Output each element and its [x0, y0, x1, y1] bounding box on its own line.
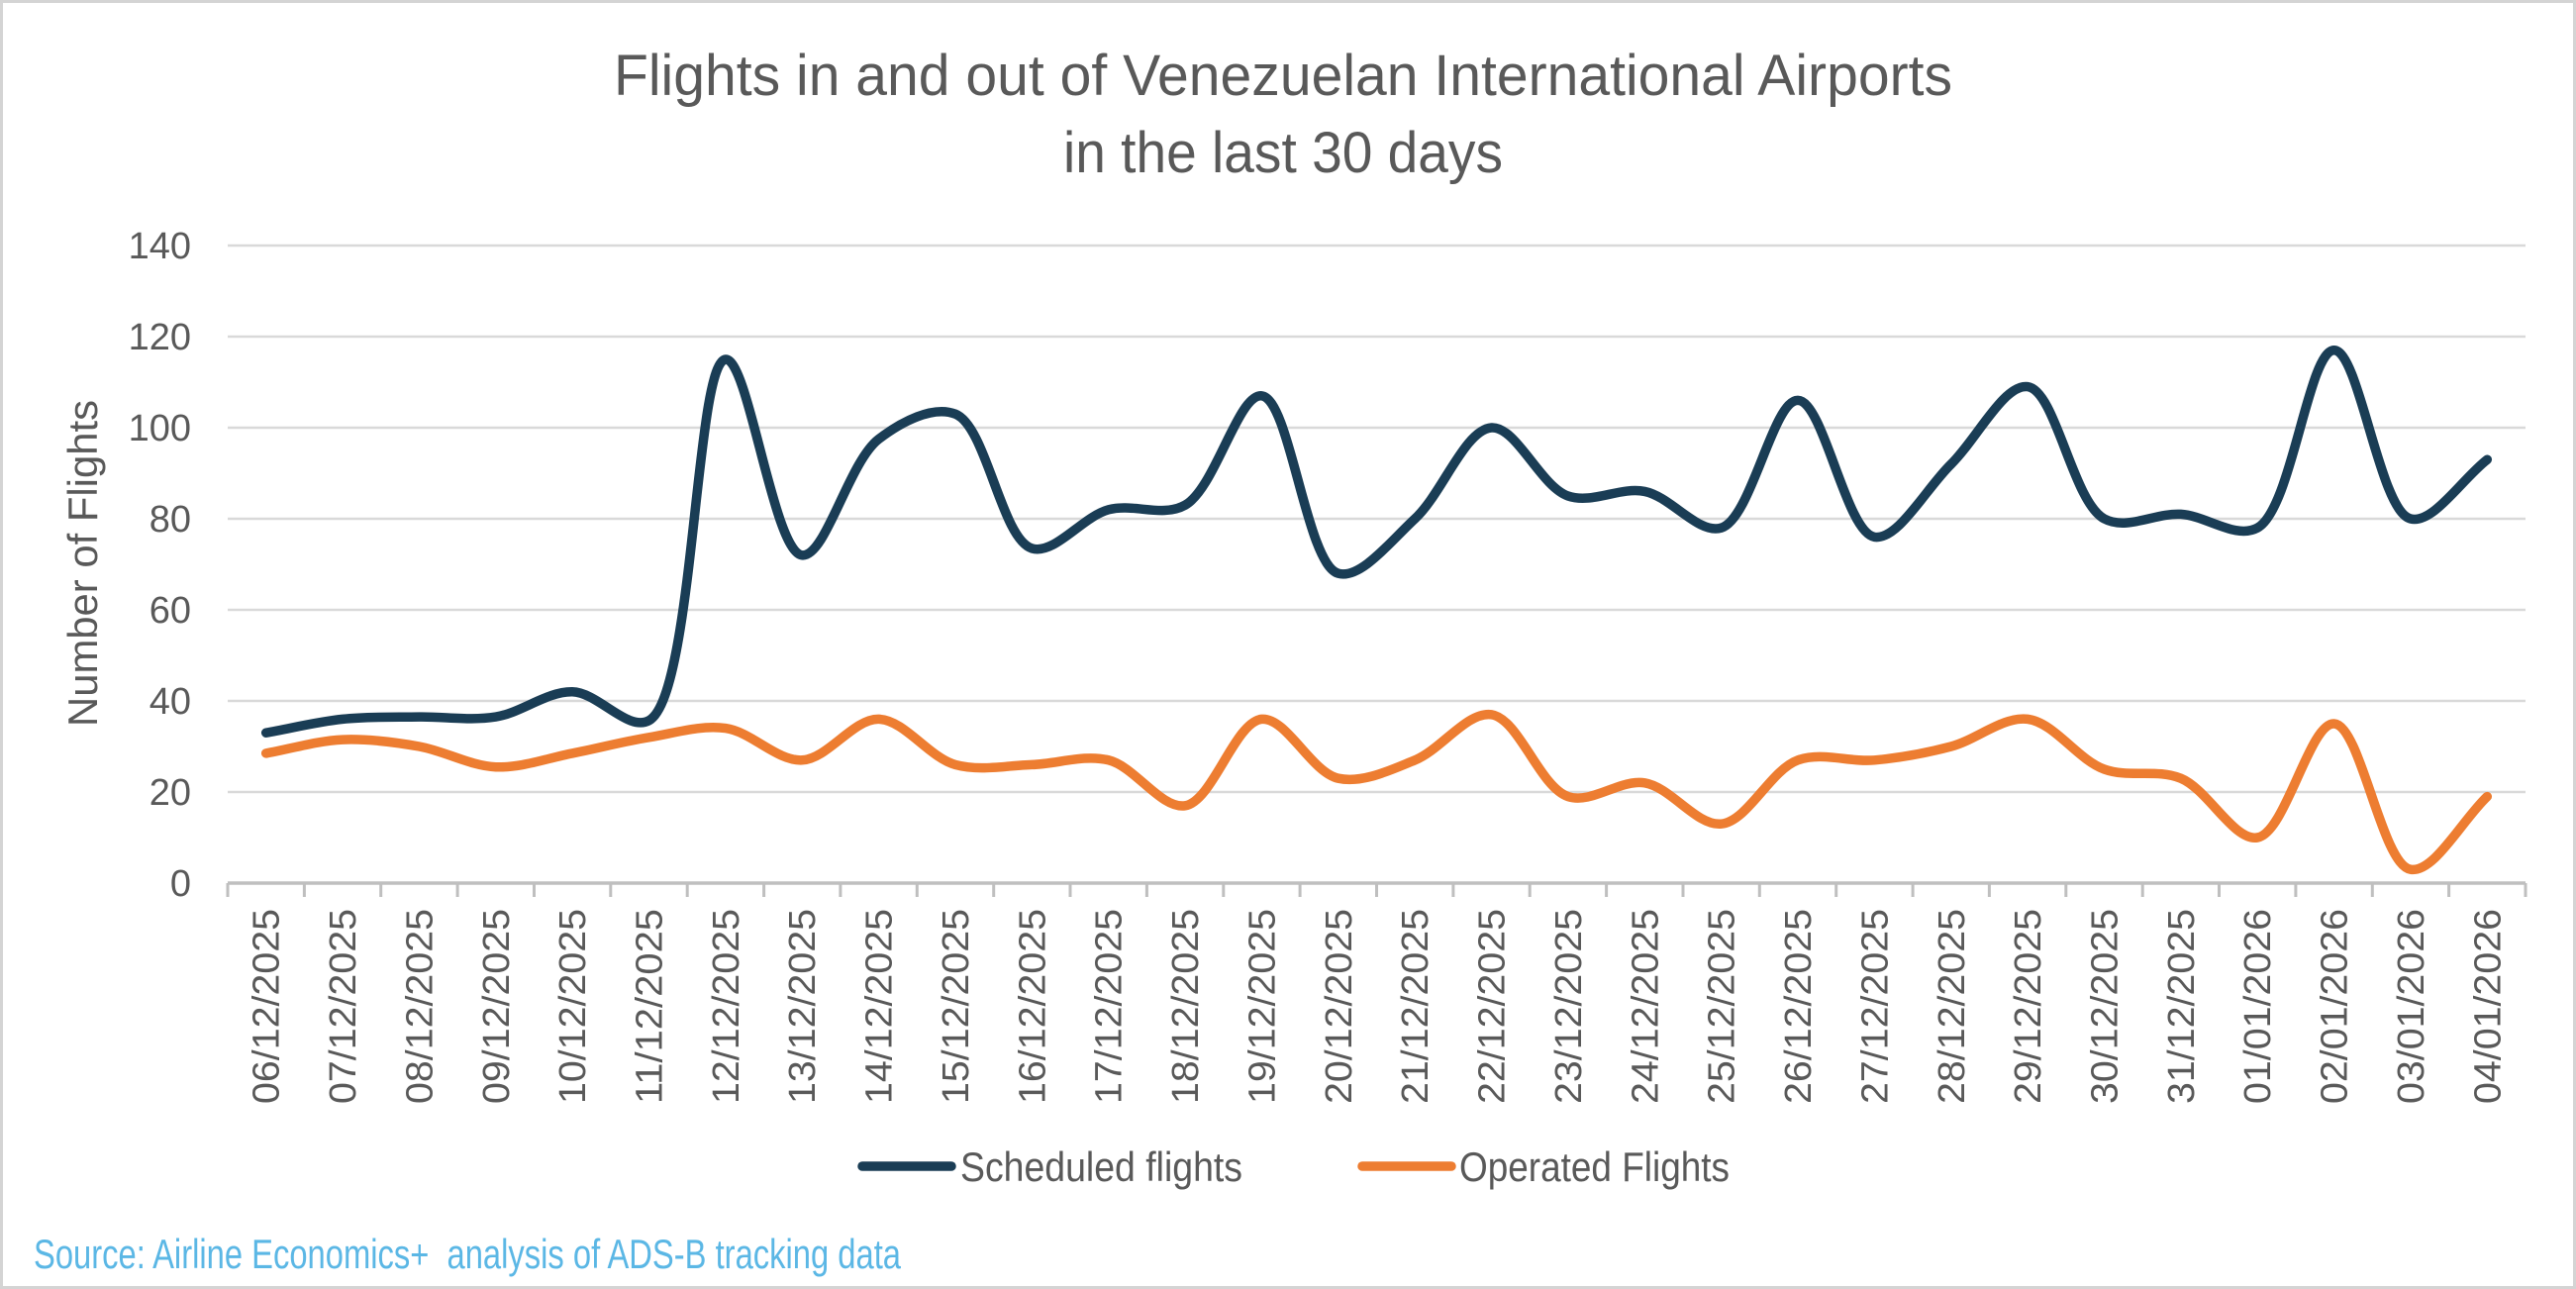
svg-text:60: 60	[149, 590, 191, 632]
svg-text:22/12/2025: 22/12/2025	[1472, 909, 1514, 1104]
svg-text:06/12/2025: 06/12/2025	[247, 909, 288, 1104]
svg-text:Operated Flights: Operated Flights	[1459, 1143, 1730, 1190]
svg-text:40: 40	[149, 681, 191, 723]
svg-text:0: 0	[170, 863, 191, 905]
svg-text:Flights in and out of Venezuel: Flights in and out of Venezuelan Interna…	[614, 44, 1952, 108]
svg-text:13/12/2025: 13/12/2025	[782, 909, 824, 1104]
svg-text:100: 100	[129, 408, 191, 449]
svg-text:16/12/2025: 16/12/2025	[1012, 909, 1053, 1104]
svg-text:20: 20	[149, 772, 191, 814]
svg-text:15/12/2025: 15/12/2025	[936, 909, 977, 1104]
svg-text:Scheduled flights: Scheduled flights	[960, 1143, 1242, 1190]
svg-text:01/01/2026: 01/01/2026	[2237, 909, 2279, 1104]
svg-text:11/12/2025: 11/12/2025	[630, 909, 671, 1104]
svg-text:14/12/2025: 14/12/2025	[859, 909, 901, 1104]
svg-text:26/12/2025: 26/12/2025	[1778, 909, 1820, 1104]
svg-text:25/12/2025: 25/12/2025	[1702, 909, 1743, 1104]
svg-text:18/12/2025: 18/12/2025	[1165, 909, 1207, 1104]
svg-text:09/12/2025: 09/12/2025	[476, 909, 518, 1104]
svg-text:20/12/2025: 20/12/2025	[1319, 909, 1360, 1104]
svg-text:30/12/2025: 30/12/2025	[2085, 909, 2127, 1104]
svg-text:120: 120	[129, 317, 191, 358]
svg-text:21/12/2025: 21/12/2025	[1395, 909, 1437, 1104]
svg-text:29/12/2025: 29/12/2025	[2008, 909, 2049, 1104]
svg-text:07/12/2025: 07/12/2025	[323, 909, 364, 1104]
svg-text:24/12/2025: 24/12/2025	[1625, 909, 1666, 1104]
svg-text:08/12/2025: 08/12/2025	[399, 909, 441, 1104]
svg-text:02/01/2026: 02/01/2026	[2315, 909, 2356, 1104]
svg-text:23/12/2025: 23/12/2025	[1548, 909, 1590, 1104]
svg-text:19/12/2025: 19/12/2025	[1241, 909, 1283, 1104]
svg-text:04/01/2026: 04/01/2026	[2467, 909, 2509, 1104]
svg-text:12/12/2025: 12/12/2025	[706, 909, 747, 1104]
svg-text:Source: Airline Economics+ an: Source: Airline Economics+ analysis of A…	[34, 1231, 901, 1277]
svg-text:140: 140	[129, 226, 191, 267]
svg-text:03/01/2026: 03/01/2026	[2391, 909, 2432, 1104]
svg-text:28/12/2025: 28/12/2025	[1932, 909, 1973, 1104]
svg-text:27/12/2025: 27/12/2025	[1854, 909, 1896, 1104]
svg-text:10/12/2025: 10/12/2025	[552, 909, 594, 1104]
svg-text:Number of Flights: Number of Flights	[59, 400, 106, 727]
svg-text:31/12/2025: 31/12/2025	[2161, 909, 2203, 1104]
svg-text:80: 80	[149, 499, 191, 541]
svg-text:in the last 30 days: in the last 30 days	[1063, 121, 1503, 185]
svg-text:17/12/2025: 17/12/2025	[1089, 909, 1131, 1104]
